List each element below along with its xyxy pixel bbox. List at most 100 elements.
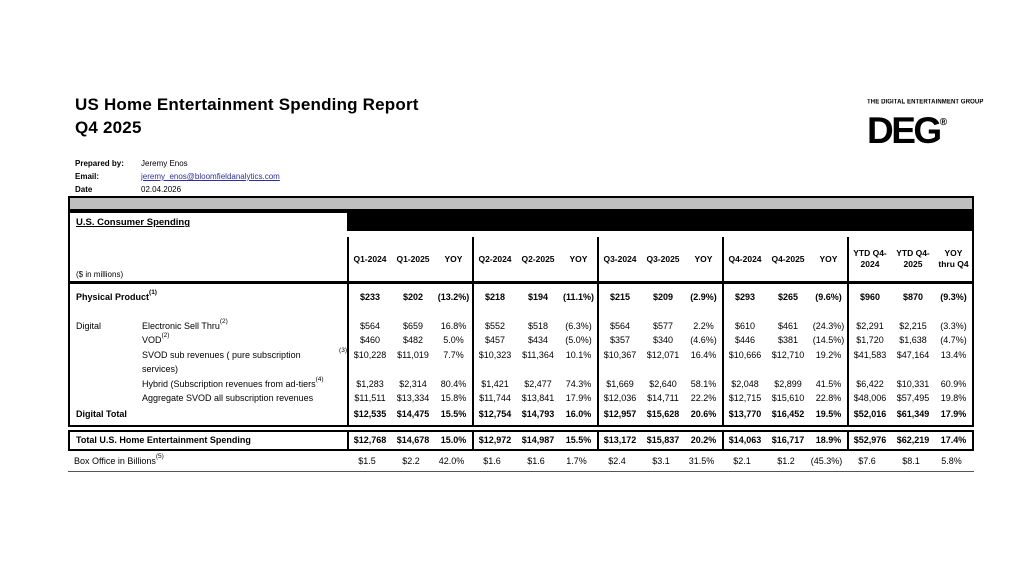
value-cell: $11,019 (397, 349, 429, 360)
value-cell: $14,475 (396, 408, 430, 419)
email-label: Email: (75, 172, 100, 181)
value-cell: $11,511 (347, 391, 391, 406)
value-cell: (9.6%) (815, 292, 842, 302)
row-label-text: Aggregate SVOD all subscription revenues (142, 393, 314, 403)
value-cell: $62,219 (896, 435, 930, 445)
value-cell: (13.2%) (437, 292, 470, 302)
value-cell: 16.4% (690, 349, 717, 360)
value-cell: $564 (597, 318, 641, 333)
value-cell: $47,164 (896, 349, 930, 360)
footnote-ref: (2) (219, 317, 228, 325)
value-cell: $12,710 (771, 349, 805, 360)
value-cell: $518 (527, 320, 549, 331)
value-cell: $2,215 (899, 320, 927, 331)
total-row: Total U.S. Home Entertainment Spending $1… (68, 430, 974, 451)
value-cell: $1.6 (527, 456, 545, 466)
value-cell: $381 (777, 335, 799, 345)
value-cell: 42.0% (438, 456, 465, 466)
column-header: YOY thru Q4 (938, 248, 969, 269)
value-cell: $14,793 (521, 408, 555, 419)
value-cell: $3.1 (652, 456, 670, 466)
value-cell: 22.8% (815, 393, 842, 403)
column-header: Q3-2025 (646, 253, 680, 264)
value-cell: (45.3%) (810, 456, 843, 466)
value-cell: $15,628 (646, 408, 680, 419)
footnote-ref: (2) (161, 332, 170, 339)
value-cell: (14.5%) (812, 335, 845, 345)
value-cell: 22.2% (690, 393, 717, 403)
value-cell: 15.0% (440, 435, 467, 445)
value-cell: $209 (652, 292, 674, 302)
row-label-text: VOD (142, 335, 162, 345)
footnote-ref: (3) (339, 346, 347, 354)
value-cell: $8.1 (902, 456, 920, 466)
box-office-content: Box Office in Billions (5) $1.5 $2.2 42.0% $1… (68, 453, 962, 469)
value-cell: $12,715 (722, 391, 766, 406)
row-label-text: SVOD sub revenues ( pure subscription se… (142, 349, 301, 375)
logo-acronym: DEG® (867, 110, 948, 151)
value-cell: 17.4% (940, 435, 967, 445)
value-cell: 19.5% (815, 408, 842, 419)
value-cell: $2.1 (733, 456, 751, 466)
table-row: Digital Electronic Sell Thru (2) $564 $659 16… (70, 317, 972, 333)
value-cell: 13.4% (940, 349, 967, 360)
value-cell: $52,976 (847, 432, 891, 449)
value-cell: $2.2 (402, 456, 420, 466)
column-header: Q1-2025 (396, 253, 430, 264)
value-cell: $461 (777, 320, 799, 331)
value-cell: $16,452 (771, 408, 805, 419)
row-label: Hybrid (Subscription revenues from ad-ti… (70, 375, 347, 392)
value-cell: $7.6 (858, 456, 876, 466)
value-cell: $11,364 (522, 349, 554, 360)
value-cell: (4.6%) (690, 335, 717, 345)
value-cell: 58.1% (690, 378, 717, 389)
footnote-ref: (1) (149, 289, 157, 296)
column-header: Q4-2025 (771, 253, 805, 264)
value-cell: $13,334 (396, 393, 430, 403)
value-cell: $446 (722, 333, 766, 348)
value-cell: $434 (527, 335, 549, 345)
row-label-text: Box Office in Billions (74, 456, 156, 466)
value-cell: $460 (347, 333, 391, 348)
value-cell: (2.9%) (690, 292, 717, 302)
value-cell: 80.4% (440, 378, 467, 389)
value-cell: (11.1%) (562, 292, 595, 302)
column-header: Q1-2024 (347, 237, 391, 281)
value-cell: $659 (402, 320, 424, 331)
value-cell: 1.7% (566, 456, 587, 466)
value-cell: $1.6 (483, 456, 501, 466)
table-row: Hybrid (Subscription revenues from ad-ti… (70, 375, 972, 392)
value-cell: 74.3% (565, 378, 592, 389)
value-cell: (3.3%) (940, 320, 967, 331)
row-label-text: Digital Total (76, 408, 127, 419)
value-cell: $552 (472, 318, 516, 333)
value-cell: $14,987 (521, 435, 555, 445)
value-cell: 5.8% (941, 456, 962, 466)
footnote-ref: (5) (155, 453, 164, 460)
row-label: Total U.S. Home Entertainment Spending (70, 432, 347, 449)
value-cell: $2,477 (524, 378, 552, 389)
value-cell: 20.2% (690, 435, 717, 445)
value-cell: $340 (652, 335, 674, 345)
column-header: Q3-2024 (597, 237, 641, 281)
value-cell: (6.3%) (565, 320, 592, 331)
row-label: Physical Product (1) (70, 284, 347, 319)
prepared-by-label: Prepared by: (75, 159, 124, 168)
value-cell: $6,422 (847, 376, 891, 391)
value-cell: $57,495 (896, 393, 930, 403)
column-header: Q2-2024 (472, 237, 516, 281)
email-link[interactable]: jeremy_enos@bloomfieldanalytics.com (141, 172, 280, 181)
value-cell: $293 (722, 284, 766, 319)
value-cell: $48,006 (847, 391, 891, 406)
registered-mark: ® (939, 117, 948, 128)
value-cell: $564 (347, 318, 391, 333)
value-cell: $1,283 (347, 376, 391, 391)
value-cell: 15.5% (440, 408, 467, 419)
value-cell: 19.8% (940, 393, 967, 403)
value-cell: $960 (847, 284, 891, 319)
value-cell: $15,610 (771, 393, 805, 403)
date-label: Date (75, 185, 93, 194)
footnote-ref: (4) (315, 375, 324, 383)
value-cell: (5.0%) (565, 335, 592, 345)
value-cell: 60.9% (940, 378, 967, 389)
